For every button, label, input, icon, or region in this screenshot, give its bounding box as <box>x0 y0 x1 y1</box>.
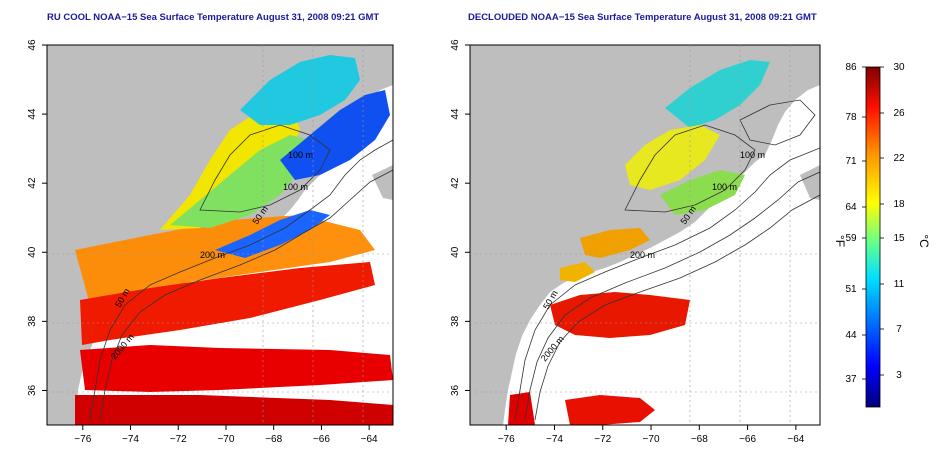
contour-label-100m: 100 m <box>712 182 737 192</box>
left-map-axes: −76 −74 −72 −70 −68 −66 −64 36 38 40 42 44 46 <box>27 39 378 445</box>
lon-tick-label: −68 <box>691 434 708 445</box>
celsius-tick-label: 15 <box>893 233 905 244</box>
lon-tick-label: −68 <box>265 434 282 445</box>
sst-yellow-region <box>625 125 720 190</box>
land-mass <box>800 165 820 200</box>
contour-label-100m: 100 m <box>283 182 308 192</box>
fahrenheit-tick-label: 51 <box>845 284 857 295</box>
lon-tick-label: −66 <box>313 434 330 445</box>
contour-label-100m: 100 m <box>740 150 765 160</box>
sst-cyan-region <box>665 60 770 128</box>
lon-tick-label: −66 <box>739 434 756 445</box>
lat-tick-label: 38 <box>27 315 38 327</box>
sst-hot-band <box>80 262 375 345</box>
sst-orange-region <box>580 228 650 258</box>
left-map-frame <box>46 44 394 426</box>
lat-tick-label: 42 <box>27 177 38 189</box>
depth-contour <box>89 139 393 421</box>
land-mass <box>372 165 393 200</box>
right-map-grid <box>470 45 820 425</box>
colorbar-unit-celsius: °C <box>917 234 931 248</box>
lon-tick-label: −76 <box>74 434 91 445</box>
lon-tick-label: −72 <box>594 434 611 445</box>
celsius-tick-label: 22 <box>893 153 905 164</box>
contour-label-200m: 200 m <box>630 250 655 260</box>
lat-tick-label: 38 <box>450 315 461 327</box>
sst-cyan-region <box>240 55 360 125</box>
lon-tick-label: −76 <box>498 434 515 445</box>
celsius-tick-label: 3 <box>896 370 902 381</box>
celsius-tick-label: 7 <box>896 324 902 335</box>
left-map-panel: 100 m 100 m 50 m 200 m 50 m 2000 m −76 −7… <box>27 39 394 445</box>
depth-contour <box>534 194 820 421</box>
lon-tick-label: −64 <box>787 434 804 445</box>
right-map-title: DECLOUDED NOAA−15 Sea Surface Temperatur… <box>468 12 817 23</box>
left-map-title: RU COOL NOAA−15 Sea Surface Temperature … <box>47 12 380 23</box>
colorbar-unit-fahrenheit: °F <box>833 235 847 247</box>
lon-tick-label: −64 <box>361 434 378 445</box>
contour-label-100m: 100 m <box>288 150 313 160</box>
fahrenheit-tick-label: 59 <box>845 233 857 244</box>
lon-tick-label: −70 <box>643 434 660 445</box>
right-map-frame <box>469 44 821 426</box>
sst-orange-region <box>560 262 595 282</box>
sst-blue-region <box>280 90 390 180</box>
celsius-tick-label: 26 <box>893 108 905 119</box>
colorbar-ticks: 30 26 22 18 15 11 7 3 86 78 71 64 59 51 44 37 <box>845 62 905 385</box>
lon-tick-label: −70 <box>217 434 234 445</box>
celsius-tick-label: 11 <box>894 279 905 290</box>
lon-tick-label: −74 <box>546 434 563 445</box>
sst-hot-band <box>75 395 393 425</box>
sst-hot-band <box>80 345 393 392</box>
lat-tick-label: 40 <box>27 246 38 258</box>
colorbar-gradient <box>865 66 881 408</box>
lat-tick-label: 36 <box>450 384 461 396</box>
fahrenheit-tick-label: 78 <box>845 112 857 123</box>
lat-tick-label: 42 <box>450 177 461 189</box>
lat-tick-label: 44 <box>450 108 461 120</box>
fahrenheit-tick-label: 71 <box>845 156 857 167</box>
sst-hot-region <box>565 395 655 425</box>
sst-green-region <box>170 135 310 228</box>
fahrenheit-tick-label: 37 <box>845 374 857 385</box>
celsius-tick-label: 30 <box>893 62 905 73</box>
contour-label-200m: 200 m <box>200 250 225 260</box>
sst-yellow-region <box>160 100 300 230</box>
lat-tick-label: 46 <box>450 39 461 51</box>
sst-green-region <box>660 170 745 215</box>
sst-hot-region <box>550 292 690 338</box>
sst-warm-band <box>75 215 375 305</box>
right-map-panel: 100 m 100 m 50 m 200 m 50 m 2000 m −76 −7… <box>450 39 821 445</box>
lat-tick-label: 40 <box>450 246 461 258</box>
depth-contour <box>524 171 820 421</box>
lat-tick-label: 44 <box>27 108 38 120</box>
right-map-axes: −76 −74 −72 −70 −68 −66 −64 36 38 40 42 44 46 <box>450 39 805 445</box>
celsius-tick-label: 18 <box>893 199 905 210</box>
lon-tick-label: −72 <box>170 434 187 445</box>
depth-contour <box>514 147 820 421</box>
fahrenheit-tick-label: 86 <box>845 62 857 73</box>
fahrenheit-tick-label: 64 <box>845 202 857 213</box>
colorbar: 30 26 22 18 15 11 7 3 86 78 71 64 59 51 44 37 °F °C <box>833 62 931 408</box>
depth-contour <box>99 169 393 421</box>
left-map-grid <box>47 45 393 425</box>
lat-tick-label: 36 <box>27 384 38 396</box>
fahrenheit-tick-label: 44 <box>845 330 857 341</box>
lat-tick-label: 46 <box>27 39 38 51</box>
depth-contour <box>199 124 331 213</box>
lon-tick-label: −74 <box>122 434 139 445</box>
depth-contour <box>739 99 816 146</box>
